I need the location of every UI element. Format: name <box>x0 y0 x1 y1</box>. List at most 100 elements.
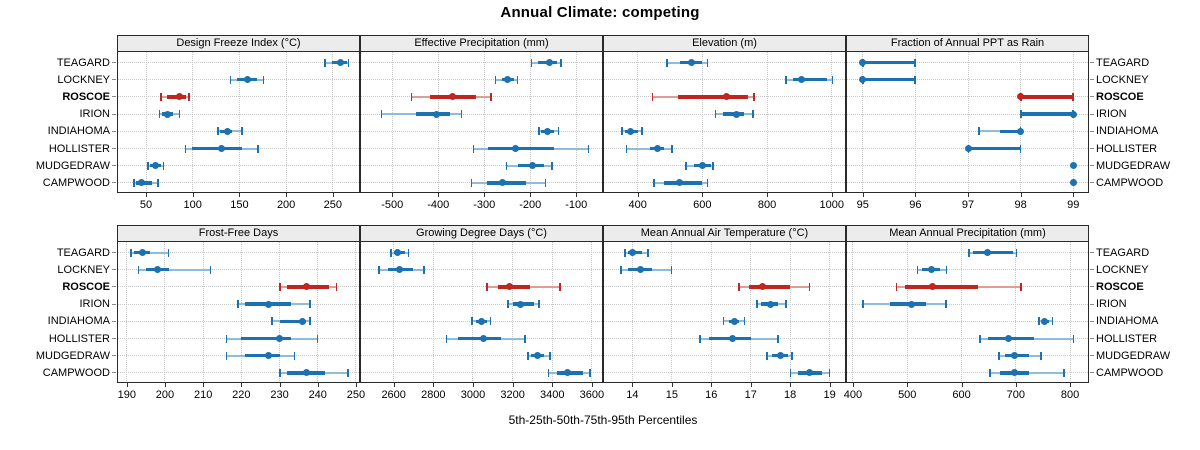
row-gridline <box>361 130 602 132</box>
whisker-cap-high <box>178 110 181 119</box>
panel-fraction-ppt-rain <box>846 52 1089 193</box>
whisker-cap-low <box>756 300 758 309</box>
whisker-cap-high <box>743 317 746 326</box>
whisker-cap-high <box>670 265 673 274</box>
axis-tick <box>332 193 334 197</box>
panel-elevation <box>603 52 846 193</box>
axis-tick-label: 3000 <box>460 389 486 401</box>
median-dot <box>396 266 404 274</box>
median-dot <box>731 317 739 325</box>
whisker-cap-low <box>505 161 508 170</box>
axis-tick-label: -400 <box>427 199 450 211</box>
site-label-left-teagard: TEAGARD <box>56 246 110 259</box>
whisker-cap-low <box>714 110 717 119</box>
median-dot <box>984 249 992 256</box>
whisker-cap-high <box>706 178 709 187</box>
row-tick-left <box>112 113 116 115</box>
median-dot <box>859 76 867 84</box>
whisker-cap-high <box>671 144 673 153</box>
row-tick-right <box>1090 355 1094 357</box>
x-gridline <box>472 242 474 382</box>
whisker-cap-low <box>862 300 864 309</box>
median-dot <box>563 369 571 377</box>
axis-tick <box>767 193 769 197</box>
whisker-cap-low <box>666 58 668 67</box>
axis-tick <box>829 383 831 387</box>
row-gridline <box>847 182 1088 184</box>
axis-tick-label: 240 <box>308 389 327 401</box>
whisker-cap-high <box>557 127 560 136</box>
whisker-cap-low <box>237 300 239 309</box>
axis-tick <box>530 193 532 197</box>
row-gridline <box>361 355 602 357</box>
axis-tick <box>392 193 394 197</box>
x-gridline <box>529 52 531 192</box>
x-gridline <box>551 242 553 382</box>
row-tick-right <box>1090 113 1094 115</box>
whisker-cap-high <box>187 92 190 101</box>
whisker-cap-high <box>1063 368 1065 377</box>
site-label-left-campwood: CAMPWOOD <box>42 366 110 379</box>
median-dot <box>543 127 551 135</box>
axis-tick <box>915 193 917 197</box>
axis-tick-label: 700 <box>1006 389 1025 401</box>
median-dot <box>723 93 731 101</box>
site-label-left-lockney: LOCKNEY <box>57 263 110 276</box>
row-tick-left <box>112 182 116 184</box>
whisker-cap-high <box>808 282 811 291</box>
whisker-cap-low <box>472 144 475 153</box>
site-label-right-mudgedraw: MUDGEDRAW <box>1096 349 1171 362</box>
row-gridline <box>604 252 845 253</box>
site-label-right-roscoe: ROSCOE <box>1096 90 1144 103</box>
x-gridline <box>393 242 395 382</box>
median-dot <box>302 283 310 291</box>
panel-strip-frost-free-days: Frost-Free Days <box>117 225 360 242</box>
axis-tick-label: 210 <box>193 389 213 401</box>
row-tick-right <box>1090 182 1094 184</box>
axis-tick <box>862 193 864 197</box>
whisker-cap-high <box>549 351 551 360</box>
axis-tick <box>961 383 963 387</box>
axis-tick <box>192 193 194 197</box>
row-gridline <box>118 165 359 167</box>
panel-strip-growing-degree-days: Growing Degree Days (°C) <box>360 225 603 242</box>
axis-tick <box>552 383 554 387</box>
x-gridline <box>202 242 204 382</box>
whisker-cap-low <box>916 265 919 274</box>
whisker-cap-low <box>538 127 541 136</box>
row-tick-right <box>1090 130 1094 132</box>
median-dot <box>859 59 867 66</box>
whisker-cap-high <box>257 144 259 153</box>
axis-tick-label: 200 <box>155 389 175 401</box>
whisker-cap-high <box>538 300 540 309</box>
median-dot <box>449 93 457 101</box>
site-label-right-irion: IRION <box>1096 298 1127 311</box>
median-dot <box>1069 162 1077 170</box>
row-tick-right <box>1090 286 1094 288</box>
axis-tick <box>279 383 281 387</box>
median-dot <box>928 266 936 274</box>
median-dot <box>759 283 767 291</box>
row-tick-right <box>1090 165 1094 167</box>
whisker-cap-low <box>620 127 623 136</box>
panel-mean-annual-air-temperature <box>603 242 846 383</box>
row-tick-right <box>1090 303 1094 305</box>
site-label-right-roscoe: ROSCOE <box>1096 280 1144 293</box>
iqr-bar <box>664 181 702 185</box>
whisker-range <box>138 268 211 271</box>
iqr-bar <box>999 129 1021 133</box>
x-gridline <box>238 52 240 192</box>
whisker-cap-high <box>831 75 834 84</box>
axis-tick-label: 150 <box>230 199 249 211</box>
whisker-cap-high <box>544 178 547 187</box>
median-dot <box>1011 369 1019 377</box>
whisker-cap-low <box>486 282 488 291</box>
x-gridline <box>829 242 831 382</box>
site-label-right-hollister: HOLLISTER <box>1096 142 1158 155</box>
x-gridline <box>1072 52 1074 192</box>
row-gridline <box>118 252 359 253</box>
row-gridline <box>847 252 1088 253</box>
axis-tick <box>286 193 288 197</box>
whisker-cap-low <box>507 300 509 309</box>
